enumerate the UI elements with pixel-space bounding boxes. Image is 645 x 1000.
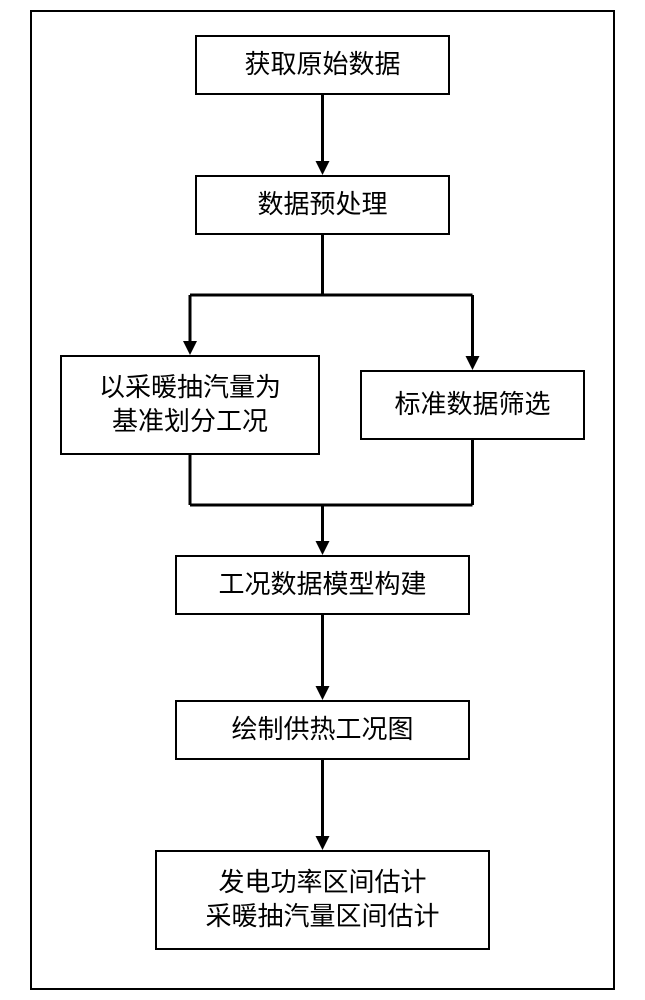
node-preprocess: 数据预处理 bbox=[195, 175, 450, 235]
node-interval-estimate: 发电功率区间估计 采暖抽汽量区间估计 bbox=[155, 850, 490, 950]
node-label: 获取原始数据 bbox=[244, 48, 400, 82]
node-label: 以采暖抽汽量为 基准划分工况 bbox=[99, 371, 281, 439]
node-draw-chart: 绘制供热工况图 bbox=[175, 700, 470, 760]
node-filter-standard-data: 标准数据筛选 bbox=[360, 370, 585, 440]
node-label: 工况数据模型构建 bbox=[218, 568, 426, 602]
node-label: 数据预处理 bbox=[257, 188, 387, 222]
node-label: 标准数据筛选 bbox=[394, 388, 550, 422]
flowchart-frame bbox=[30, 10, 615, 990]
node-split-conditions: 以采暖抽汽量为 基准划分工况 bbox=[60, 355, 320, 455]
node-label: 发电功率区间估计 采暖抽汽量区间估计 bbox=[205, 866, 439, 934]
node-label: 绘制供热工况图 bbox=[231, 713, 413, 747]
node-build-model: 工况数据模型构建 bbox=[175, 555, 470, 615]
node-acquire-raw-data: 获取原始数据 bbox=[195, 35, 450, 95]
